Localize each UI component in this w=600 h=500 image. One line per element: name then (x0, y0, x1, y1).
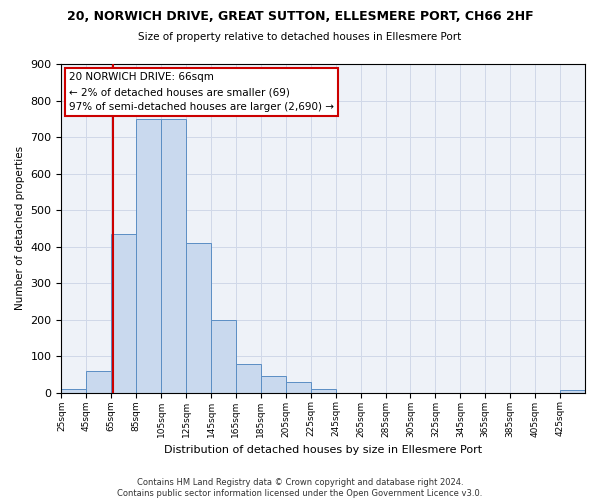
Text: Contains HM Land Registry data © Crown copyright and database right 2024.
Contai: Contains HM Land Registry data © Crown c… (118, 478, 482, 498)
Bar (86, 370, 111, 392)
Bar (111, 234, 136, 392)
Y-axis label: Number of detached properties: Number of detached properties (15, 146, 25, 310)
Bar (211, 320, 236, 392)
Bar (61, 389, 86, 392)
Bar (286, 382, 311, 392)
Bar (311, 389, 335, 392)
Text: Size of property relative to detached houses in Ellesmere Port: Size of property relative to detached ho… (139, 32, 461, 42)
Bar (136, 119, 161, 392)
Text: 20 NORWICH DRIVE: 66sqm
← 2% of detached houses are smaller (69)
97% of semi-det: 20 NORWICH DRIVE: 66sqm ← 2% of detached… (69, 72, 334, 112)
Bar (261, 376, 286, 392)
Text: 20, NORWICH DRIVE, GREAT SUTTON, ELLESMERE PORT, CH66 2HF: 20, NORWICH DRIVE, GREAT SUTTON, ELLESME… (67, 10, 533, 23)
Bar (186, 243, 211, 392)
X-axis label: Distribution of detached houses by size in Ellesmere Port: Distribution of detached houses by size … (164, 445, 482, 455)
Bar (560, 390, 585, 392)
Bar (236, 364, 261, 392)
Bar (161, 119, 186, 392)
